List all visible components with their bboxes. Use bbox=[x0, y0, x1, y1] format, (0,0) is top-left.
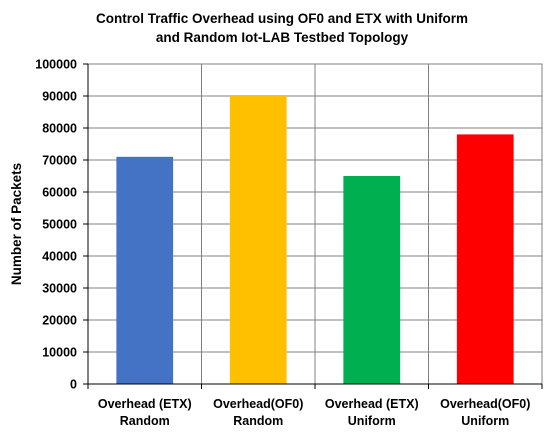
chart-title-line-2: and Random Iot-LAB Testbed Topology bbox=[156, 30, 409, 45]
x-category-label: Overhead(OF0) bbox=[440, 397, 530, 411]
y-tick-label: 20000 bbox=[42, 314, 77, 328]
y-tick-label: 60000 bbox=[42, 186, 77, 200]
y-tick-label: 40000 bbox=[42, 250, 77, 264]
x-category-label: Uniform bbox=[461, 414, 509, 428]
x-category-label: Overhead(OF0) bbox=[213, 397, 303, 411]
x-category-label: Uniform bbox=[348, 414, 396, 428]
x-category-label: Overhead (ETX) bbox=[98, 397, 192, 411]
chart-title-line-1: Control Traffic Overhead using OF0 and E… bbox=[96, 11, 468, 26]
bar-1 bbox=[116, 156, 174, 384]
y-tick-label: 0 bbox=[70, 378, 77, 392]
y-tick-label: 90000 bbox=[42, 90, 77, 104]
bar-2 bbox=[229, 96, 287, 384]
x-category-label: Random bbox=[233, 414, 283, 428]
y-axis-label: Number of Packets bbox=[9, 163, 24, 285]
y-tick-label: 10000 bbox=[42, 346, 77, 360]
plot-area: 0 10000 20000 30000 40000 50000 60000 70000 8000… bbox=[35, 58, 543, 428]
x-category-label: Overhead (ETX) bbox=[325, 397, 419, 411]
y-tick-label: 50000 bbox=[42, 218, 77, 232]
y-tick-label: 100000 bbox=[35, 58, 77, 72]
y-tick-label: 70000 bbox=[42, 154, 77, 168]
bar-4 bbox=[456, 134, 514, 384]
bar-3 bbox=[343, 176, 401, 384]
y-tick-label: 80000 bbox=[42, 122, 77, 136]
y-tick-label: 30000 bbox=[42, 282, 77, 296]
x-category-label: Random bbox=[120, 414, 170, 428]
